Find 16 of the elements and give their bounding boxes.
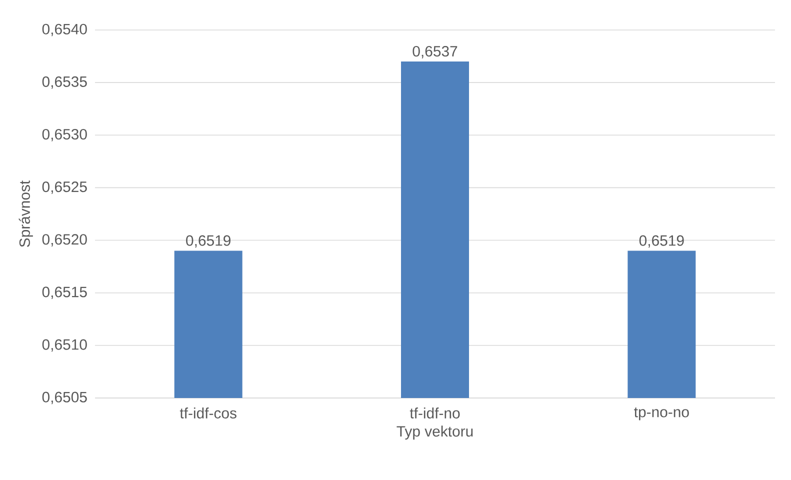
y-tick-label: 0,6510 xyxy=(42,339,87,352)
x-tick-label: tp-no-no xyxy=(634,408,689,420)
x-tick-label: tf-idf-cos xyxy=(180,408,236,418)
y-tick-label: 0,6540 xyxy=(42,24,87,36)
y-tick-label: 0,6535 xyxy=(42,76,87,89)
y-tick-label: 0,6530 xyxy=(42,128,87,142)
data-label: 0,6537 xyxy=(412,46,458,58)
y-tick-label: 0,6515 xyxy=(42,286,87,300)
y-tick-label: 0,6525 xyxy=(42,182,87,194)
x-axis-title: Typ vektoru xyxy=(396,426,473,440)
y-tick-label: 0,6520 xyxy=(42,234,87,246)
x-tick-label: tf-idf-no xyxy=(410,408,460,418)
y-axis-title: Správnost xyxy=(18,180,33,247)
data-label: 0,6519 xyxy=(639,235,684,248)
y-tick-label: 0,6505 xyxy=(42,392,87,404)
data-label: 0,6519 xyxy=(186,235,230,248)
